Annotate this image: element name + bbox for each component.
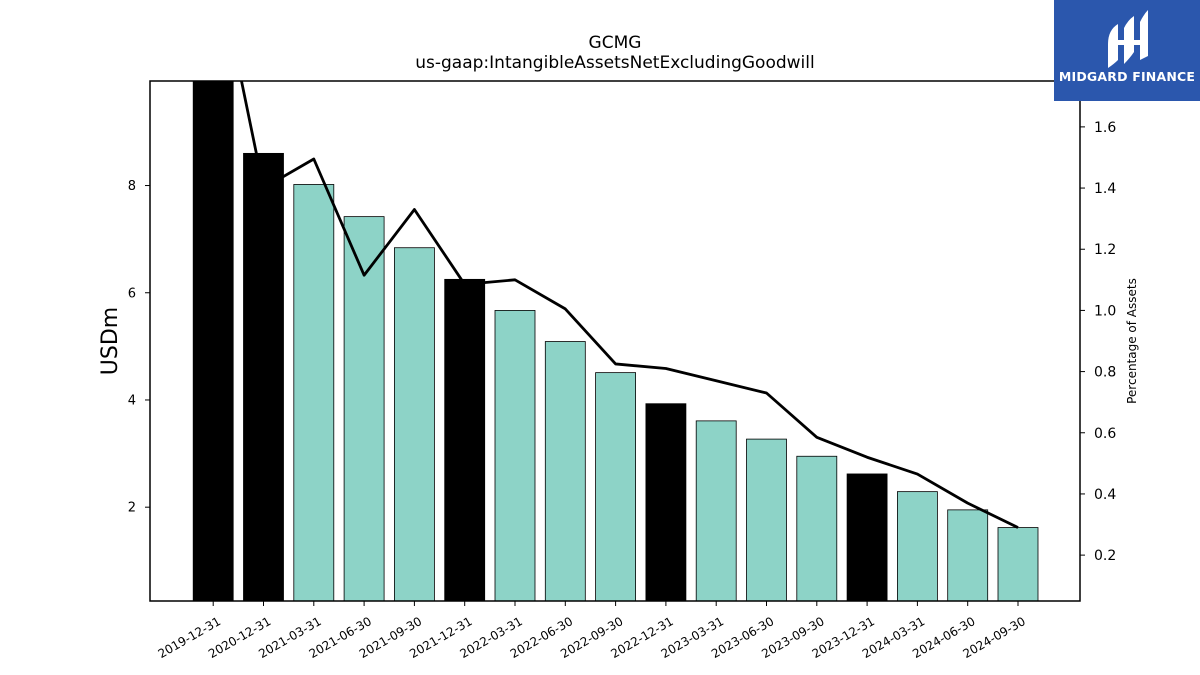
bar: [494, 310, 536, 601]
y-right-tick-label: 0.4: [1094, 487, 1116, 503]
bars: [192, 81, 1039, 601]
bar: [444, 278, 486, 601]
bar: [645, 403, 687, 601]
bar: [243, 152, 284, 601]
bar: [595, 372, 636, 601]
bar: [746, 438, 787, 601]
logo: MIDGARD FINANCE: [1054, 0, 1200, 101]
bar: [947, 509, 989, 601]
y-tick-label: 4: [128, 393, 136, 408]
y-right-tick-label: 0.8: [1094, 365, 1116, 381]
chart-title: GCMG: [589, 33, 642, 53]
y-tick-label: 8: [128, 179, 136, 194]
plot-frame: [149, 80, 1081, 602]
bar: [997, 527, 1039, 601]
logo-text: MIDGARD FINANCE: [1059, 69, 1195, 84]
y-right-tick-label: 1.2: [1094, 242, 1116, 258]
chart-subtitle: us-gaap:IntangibleAssetsNetExcludingGood…: [415, 53, 814, 73]
y-right-tick-label: 1.4: [1094, 181, 1116, 197]
bar: [544, 341, 586, 601]
bar: [897, 491, 938, 601]
y-axis-label: USDm: [98, 307, 123, 375]
bar: [393, 247, 435, 601]
y-right-tick-label: 1.6: [1094, 120, 1116, 136]
bar: [695, 420, 737, 601]
bar: [846, 473, 888, 601]
y-right-tick-label: 0.6: [1094, 426, 1116, 442]
y-axis-label-right: Percentage of Assets: [1125, 278, 1139, 404]
x-axis: 2019-12-312020-12-312021-03-312021-06-30…: [156, 601, 1028, 661]
bar: [293, 184, 335, 601]
bar: [343, 216, 385, 601]
y-tick-label: 6: [128, 286, 136, 301]
y-right-tick-label: 0.2: [1094, 548, 1116, 564]
right-y-axis: 0.2 0.4 0.6 0.8 1.0 1.2 1.4 1.6: [1080, 120, 1116, 564]
series-line: [240, 81, 1019, 529]
y-tick-label: 2: [128, 501, 136, 516]
percentage-line: [240, 81, 1019, 529]
left-y-axis: 2 4 6 8: [128, 179, 150, 516]
bar: [796, 455, 838, 601]
y-right-tick-label: 1.0: [1094, 303, 1116, 319]
logo-mark-icon: [1108, 10, 1148, 68]
bar: [192, 81, 234, 601]
